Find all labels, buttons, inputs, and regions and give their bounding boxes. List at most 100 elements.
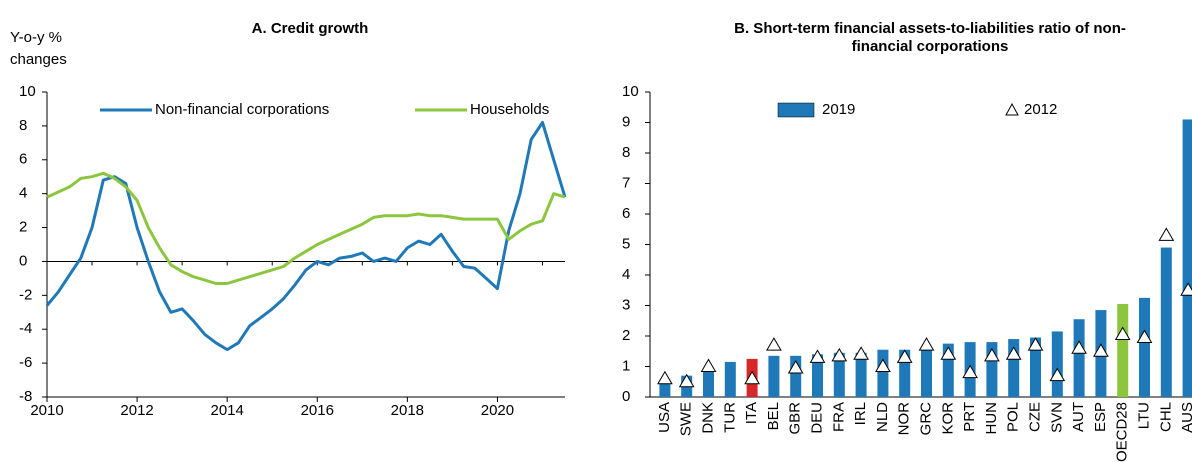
y-tick-label: -6 <box>19 354 32 371</box>
x-tick-label: NLD <box>874 402 891 432</box>
y-tick-label: 8 <box>19 117 27 134</box>
y-tick-label: 4 <box>622 266 630 283</box>
chart-title: A. Credit growth <box>251 20 369 37</box>
x-tick-label: 2010 <box>30 402 63 419</box>
y-tick-label: 5 <box>622 235 630 252</box>
bar <box>1008 339 1020 397</box>
bar <box>942 343 954 397</box>
x-tick-label: OECD28 <box>1114 402 1131 462</box>
marker <box>678 373 695 388</box>
x-tick-label: DEU <box>808 402 825 434</box>
bar <box>986 342 998 397</box>
bar <box>1073 319 1085 397</box>
y-tick-label: 10 <box>19 83 36 100</box>
x-tick-label: ITA <box>743 402 760 424</box>
marker <box>831 347 848 362</box>
y-tick-label: -8 <box>19 388 32 405</box>
bar <box>703 371 714 397</box>
y-tick-label: 0 <box>622 388 630 405</box>
y-axis-label: Y-o-y % changes <box>10 29 67 68</box>
x-tick-label: USA <box>656 402 673 433</box>
x-tick-label: 2020 <box>481 402 514 419</box>
x-tick-label: 2014 <box>210 402 243 419</box>
y-tick-label: 3 <box>622 296 630 313</box>
y-tick-label: 9 <box>622 113 630 130</box>
x-tick-label: 2016 <box>301 402 334 419</box>
marker <box>1049 367 1066 382</box>
x-tick-label: SVN <box>1048 402 1065 433</box>
marker <box>700 358 717 372</box>
y-tick-label: 2 <box>19 219 27 236</box>
bar <box>812 354 823 397</box>
x-tick-label: GBR <box>787 402 804 435</box>
marker <box>875 358 891 372</box>
x-tick-label: 2018 <box>391 402 424 419</box>
marker <box>940 346 957 360</box>
x-tick-label: CZE <box>1026 402 1043 432</box>
x-tick-label: 2012 <box>120 402 153 419</box>
y-tick-label: 0 <box>19 252 27 269</box>
x-tick-label: TUR <box>721 402 738 433</box>
x-tick-label: ESP <box>1092 402 1109 432</box>
line-series <box>46 171 566 285</box>
marker <box>1093 343 1109 357</box>
x-tick-label: FRA <box>830 402 847 432</box>
marker <box>984 347 1000 362</box>
bar <box>724 361 736 397</box>
x-tick-label: BEL <box>765 402 782 430</box>
marker <box>918 337 935 351</box>
x-tick-label: LTU <box>1135 402 1152 429</box>
marker <box>853 346 869 360</box>
y-tick-label: 10 <box>622 83 639 100</box>
bar <box>768 355 780 397</box>
bar <box>1117 303 1129 397</box>
chart-title: B. Short-term financial assets-to-liabil… <box>734 20 1126 55</box>
bar <box>855 352 867 397</box>
bar <box>899 349 911 397</box>
y-tick-label: 6 <box>19 151 27 168</box>
marker <box>1071 340 1087 354</box>
line-series <box>45 121 567 352</box>
y-tick-label: 6 <box>622 205 630 222</box>
marker <box>657 370 673 385</box>
y-tick-label: 8 <box>622 144 630 161</box>
marker <box>1027 337 1044 351</box>
marker <box>787 360 804 374</box>
bar <box>1139 297 1150 397</box>
y-tick-label: -4 <box>19 320 32 337</box>
x-tick-label: KOR <box>939 402 956 435</box>
x-tick-label: DNK <box>699 402 716 434</box>
bar <box>1160 247 1172 397</box>
bar <box>921 348 932 397</box>
bar <box>1182 119 1192 397</box>
y-tick-label: 7 <box>622 174 630 191</box>
marker <box>809 349 826 363</box>
x-tick-label: GRC <box>917 402 934 436</box>
marker <box>896 349 913 363</box>
bar <box>877 349 889 397</box>
bar <box>1030 337 1041 397</box>
bar <box>1051 331 1063 397</box>
legend-label: 2019 <box>822 101 855 118</box>
y-tick-label: 2 <box>622 327 630 344</box>
marker <box>1158 227 1175 241</box>
legend-label: Non-financial corporations <box>155 101 329 118</box>
marker <box>962 364 978 379</box>
y-tick-label: 1 <box>622 357 630 374</box>
x-tick-label: PRT <box>961 402 978 432</box>
marker <box>744 370 760 385</box>
x-tick-label: CHL <box>1157 402 1174 432</box>
legend-label: 2012 <box>1024 101 1057 118</box>
bar <box>790 355 802 397</box>
x-tick-label: HUN <box>983 402 1000 435</box>
legend-swatch <box>777 102 815 118</box>
marker <box>1005 346 1022 360</box>
x-tick-label: POL <box>1005 402 1022 432</box>
y-tick-label: 4 <box>19 185 27 202</box>
marker <box>1114 326 1131 340</box>
y-tick-label: -2 <box>19 286 32 303</box>
x-tick-label: NOR <box>896 402 913 436</box>
legend-label: Households <box>470 101 549 118</box>
